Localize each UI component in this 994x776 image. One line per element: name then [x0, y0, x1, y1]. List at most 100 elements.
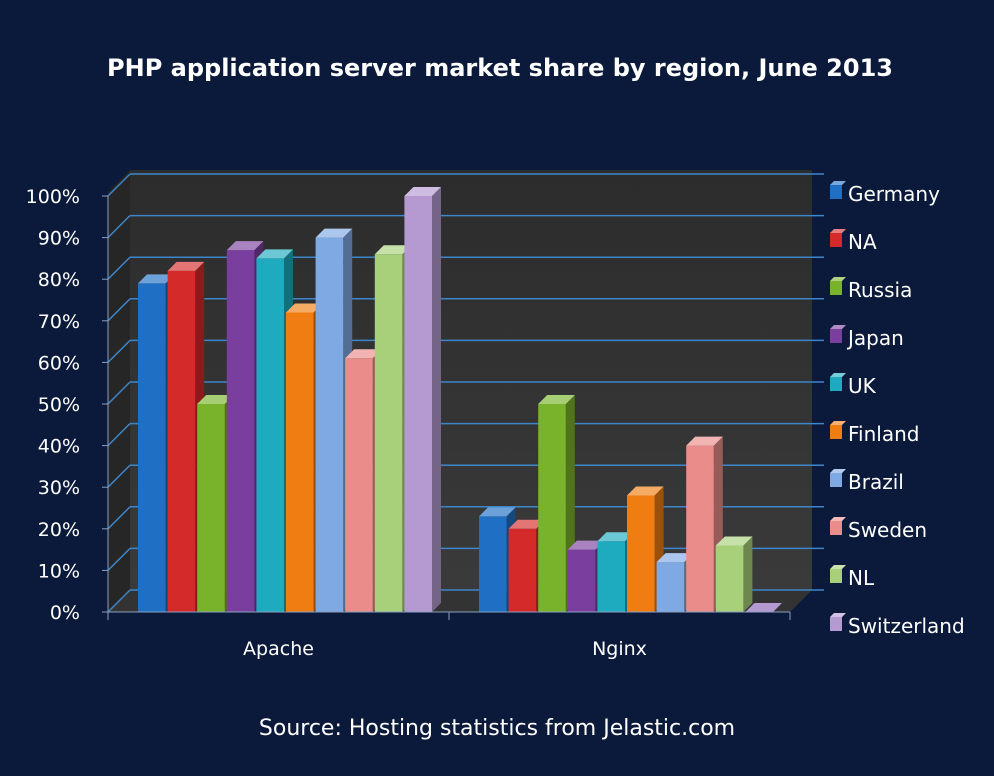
legend: Germany NA Russia Japan UK Finland Brazil Swede… — [830, 181, 965, 638]
bar-front — [286, 312, 314, 612]
gridline-side — [107, 298, 131, 322]
legend-label: Finland — [848, 422, 919, 446]
gridline-side — [107, 215, 131, 239]
gridline-side — [107, 381, 131, 405]
bar-front — [404, 196, 432, 612]
y-tick-label: 40% — [38, 436, 80, 458]
legend-item: Japan — [830, 325, 904, 350]
bar-front — [256, 258, 284, 612]
bar-front — [138, 283, 166, 612]
chart-title: PHP application server market share by r… — [107, 54, 893, 82]
bar-top — [745, 603, 782, 612]
side-wall — [108, 170, 130, 612]
bar-front — [508, 528, 537, 612]
bar-top — [508, 519, 546, 529]
bar-front — [686, 445, 714, 612]
bar-front — [197, 404, 225, 612]
bar-top — [315, 228, 353, 238]
legend-item: NA — [830, 229, 877, 254]
legend-label: Brazil — [848, 470, 904, 494]
legend-swatch — [830, 185, 842, 199]
legend-label: Japan — [846, 326, 904, 350]
legend-label: NL — [848, 566, 875, 590]
legend-item: Switzerland — [830, 613, 965, 638]
bar-top — [286, 303, 323, 313]
bar-front — [167, 270, 196, 612]
y-tick-label: 10% — [38, 560, 80, 582]
bar-front — [656, 562, 685, 612]
bar-top — [226, 241, 264, 251]
bar-top — [197, 395, 234, 404]
bar-top — [567, 540, 605, 550]
legend-label: Germany — [848, 182, 940, 206]
bar-top — [404, 187, 441, 196]
bar-front — [597, 541, 625, 612]
legend-item: Brazil — [830, 469, 904, 494]
legend-label: Sweden — [848, 518, 927, 542]
y-tick-label: 60% — [38, 352, 80, 374]
gridline-side — [107, 464, 131, 488]
bar-front — [567, 549, 596, 612]
legend-swatch — [830, 233, 842, 247]
gridline-side — [107, 506, 131, 530]
legend-swatch-top — [830, 565, 846, 569]
source-note: Source: Hosting statistics from Jelastic… — [259, 716, 735, 741]
bar-front — [538, 404, 566, 612]
bar-top — [656, 553, 694, 563]
bar-side — [743, 536, 753, 612]
gridline-side — [107, 173, 131, 197]
bar-top — [374, 245, 412, 255]
legend-swatch — [830, 377, 842, 391]
gridline-side — [107, 547, 131, 571]
y-axis: 0% 10% 20% 30% 40% 50% 60% 70% 80% 90% 100% — [26, 186, 109, 624]
legend-swatch-top — [830, 277, 846, 281]
legend-swatch — [830, 281, 842, 295]
bar-switzerland-nginx — [745, 603, 782, 612]
legend-swatch — [830, 425, 842, 439]
bar-top — [627, 486, 664, 496]
legend-label: Switzerland — [848, 614, 965, 638]
legend-swatch-top — [830, 517, 846, 521]
legend-item: NL — [830, 565, 875, 590]
legend-swatch — [830, 521, 842, 535]
legend-swatch-top — [830, 613, 846, 617]
bar-front — [374, 254, 403, 613]
legend-swatch-top — [830, 229, 846, 233]
bar-front — [627, 495, 655, 612]
legend-item: Sweden — [830, 517, 927, 542]
legend-swatch — [830, 569, 842, 583]
bar-switzerland-apache — [404, 187, 441, 612]
bar-top — [715, 536, 753, 546]
bar-top — [597, 532, 634, 542]
y-tick-label: 30% — [38, 477, 80, 499]
y-tick-label: 0% — [50, 602, 80, 624]
gridline-side — [107, 589, 131, 613]
y-tick-label: 70% — [38, 311, 80, 333]
legend-item: Russia — [830, 277, 912, 302]
bar-nl-nginx — [715, 536, 753, 612]
gridline-side — [107, 423, 131, 447]
y-tick-label: 20% — [38, 519, 80, 541]
bar-front — [479, 516, 507, 612]
gridline-side — [107, 339, 131, 363]
bar-front — [226, 250, 255, 612]
bar-side — [432, 187, 441, 612]
bar-top — [479, 507, 516, 517]
bar-top — [167, 261, 205, 271]
legend-swatch-top — [830, 373, 846, 377]
x-tick-label: Nginx — [592, 638, 647, 660]
legend-swatch-top — [830, 469, 846, 473]
bar-top — [345, 349, 382, 359]
y-tick-label: 100% — [26, 186, 80, 208]
legend-swatch-top — [830, 421, 846, 425]
bar-sweden-nginx — [686, 436, 723, 612]
bar-top — [538, 395, 575, 404]
x-tick-label: Apache — [243, 638, 314, 660]
bar-finland-nginx — [627, 486, 664, 612]
legend-swatch-top — [830, 325, 846, 329]
bar-top — [138, 274, 175, 284]
y-tick-label: 90% — [38, 228, 80, 250]
legend-swatch — [830, 329, 842, 343]
legend-item: UK — [830, 373, 877, 398]
